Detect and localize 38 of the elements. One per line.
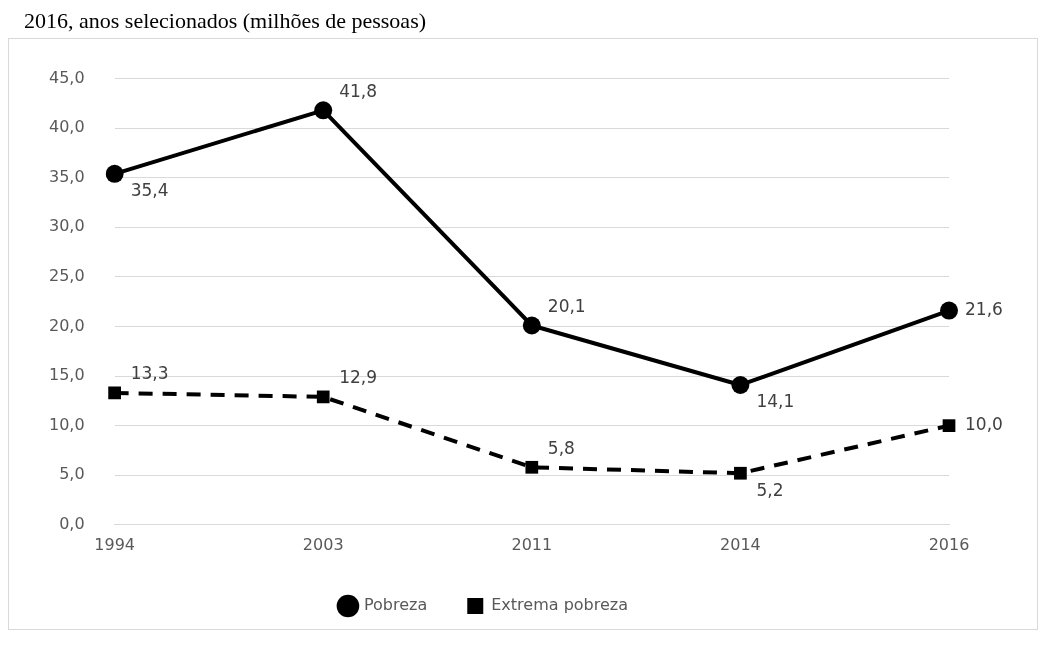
data-label: 21,6 xyxy=(965,299,1003,320)
data-label: 13,3 xyxy=(130,363,169,384)
y-tick-label: 35,0 xyxy=(49,166,85,186)
point xyxy=(316,390,330,404)
y-tick-label: 45,0 xyxy=(49,67,85,87)
point xyxy=(108,386,121,400)
x-tick-label: 2014 xyxy=(720,534,761,554)
x-tick-label: 2003 xyxy=(302,534,344,554)
legend-label: Pobreza xyxy=(363,595,428,615)
y-tick-label: 5,0 xyxy=(59,464,85,484)
data-label: 35,4 xyxy=(130,180,169,201)
legend-label: Extrema pobreza xyxy=(491,595,629,615)
point xyxy=(731,375,750,394)
y-tick-label: 10,0 xyxy=(49,414,85,434)
point xyxy=(105,164,124,183)
y-tick-label: 40,0 xyxy=(49,117,85,137)
point xyxy=(522,316,541,335)
point xyxy=(940,301,958,320)
point xyxy=(525,460,539,474)
y-tick-label: 15,0 xyxy=(49,365,85,385)
y-tick-label: 25,0 xyxy=(49,266,85,286)
data-label: 20,1 xyxy=(547,295,586,316)
y-tick-label: 20,0 xyxy=(49,315,85,335)
data-label: 10,0 xyxy=(965,414,1003,435)
data-label: 14,1 xyxy=(756,391,795,412)
x-tick-label: 2011 xyxy=(511,534,553,554)
point xyxy=(734,466,747,480)
chart-title: 2016, anos selecionados (milhões de pessoas) xyxy=(24,8,428,34)
data-label: 5,8 xyxy=(547,437,575,458)
y-tick-label: 30,0 xyxy=(49,216,85,236)
x-tick-label: 2016 xyxy=(928,534,970,554)
data-label: 5,2 xyxy=(756,479,784,500)
point xyxy=(942,419,956,433)
point xyxy=(314,101,333,120)
data-label: 12,9 xyxy=(339,367,378,388)
x-tick-label: 1994 xyxy=(94,534,135,554)
y-tick-label: 0,0 xyxy=(59,513,85,533)
data-label: 41,8 xyxy=(339,80,378,101)
